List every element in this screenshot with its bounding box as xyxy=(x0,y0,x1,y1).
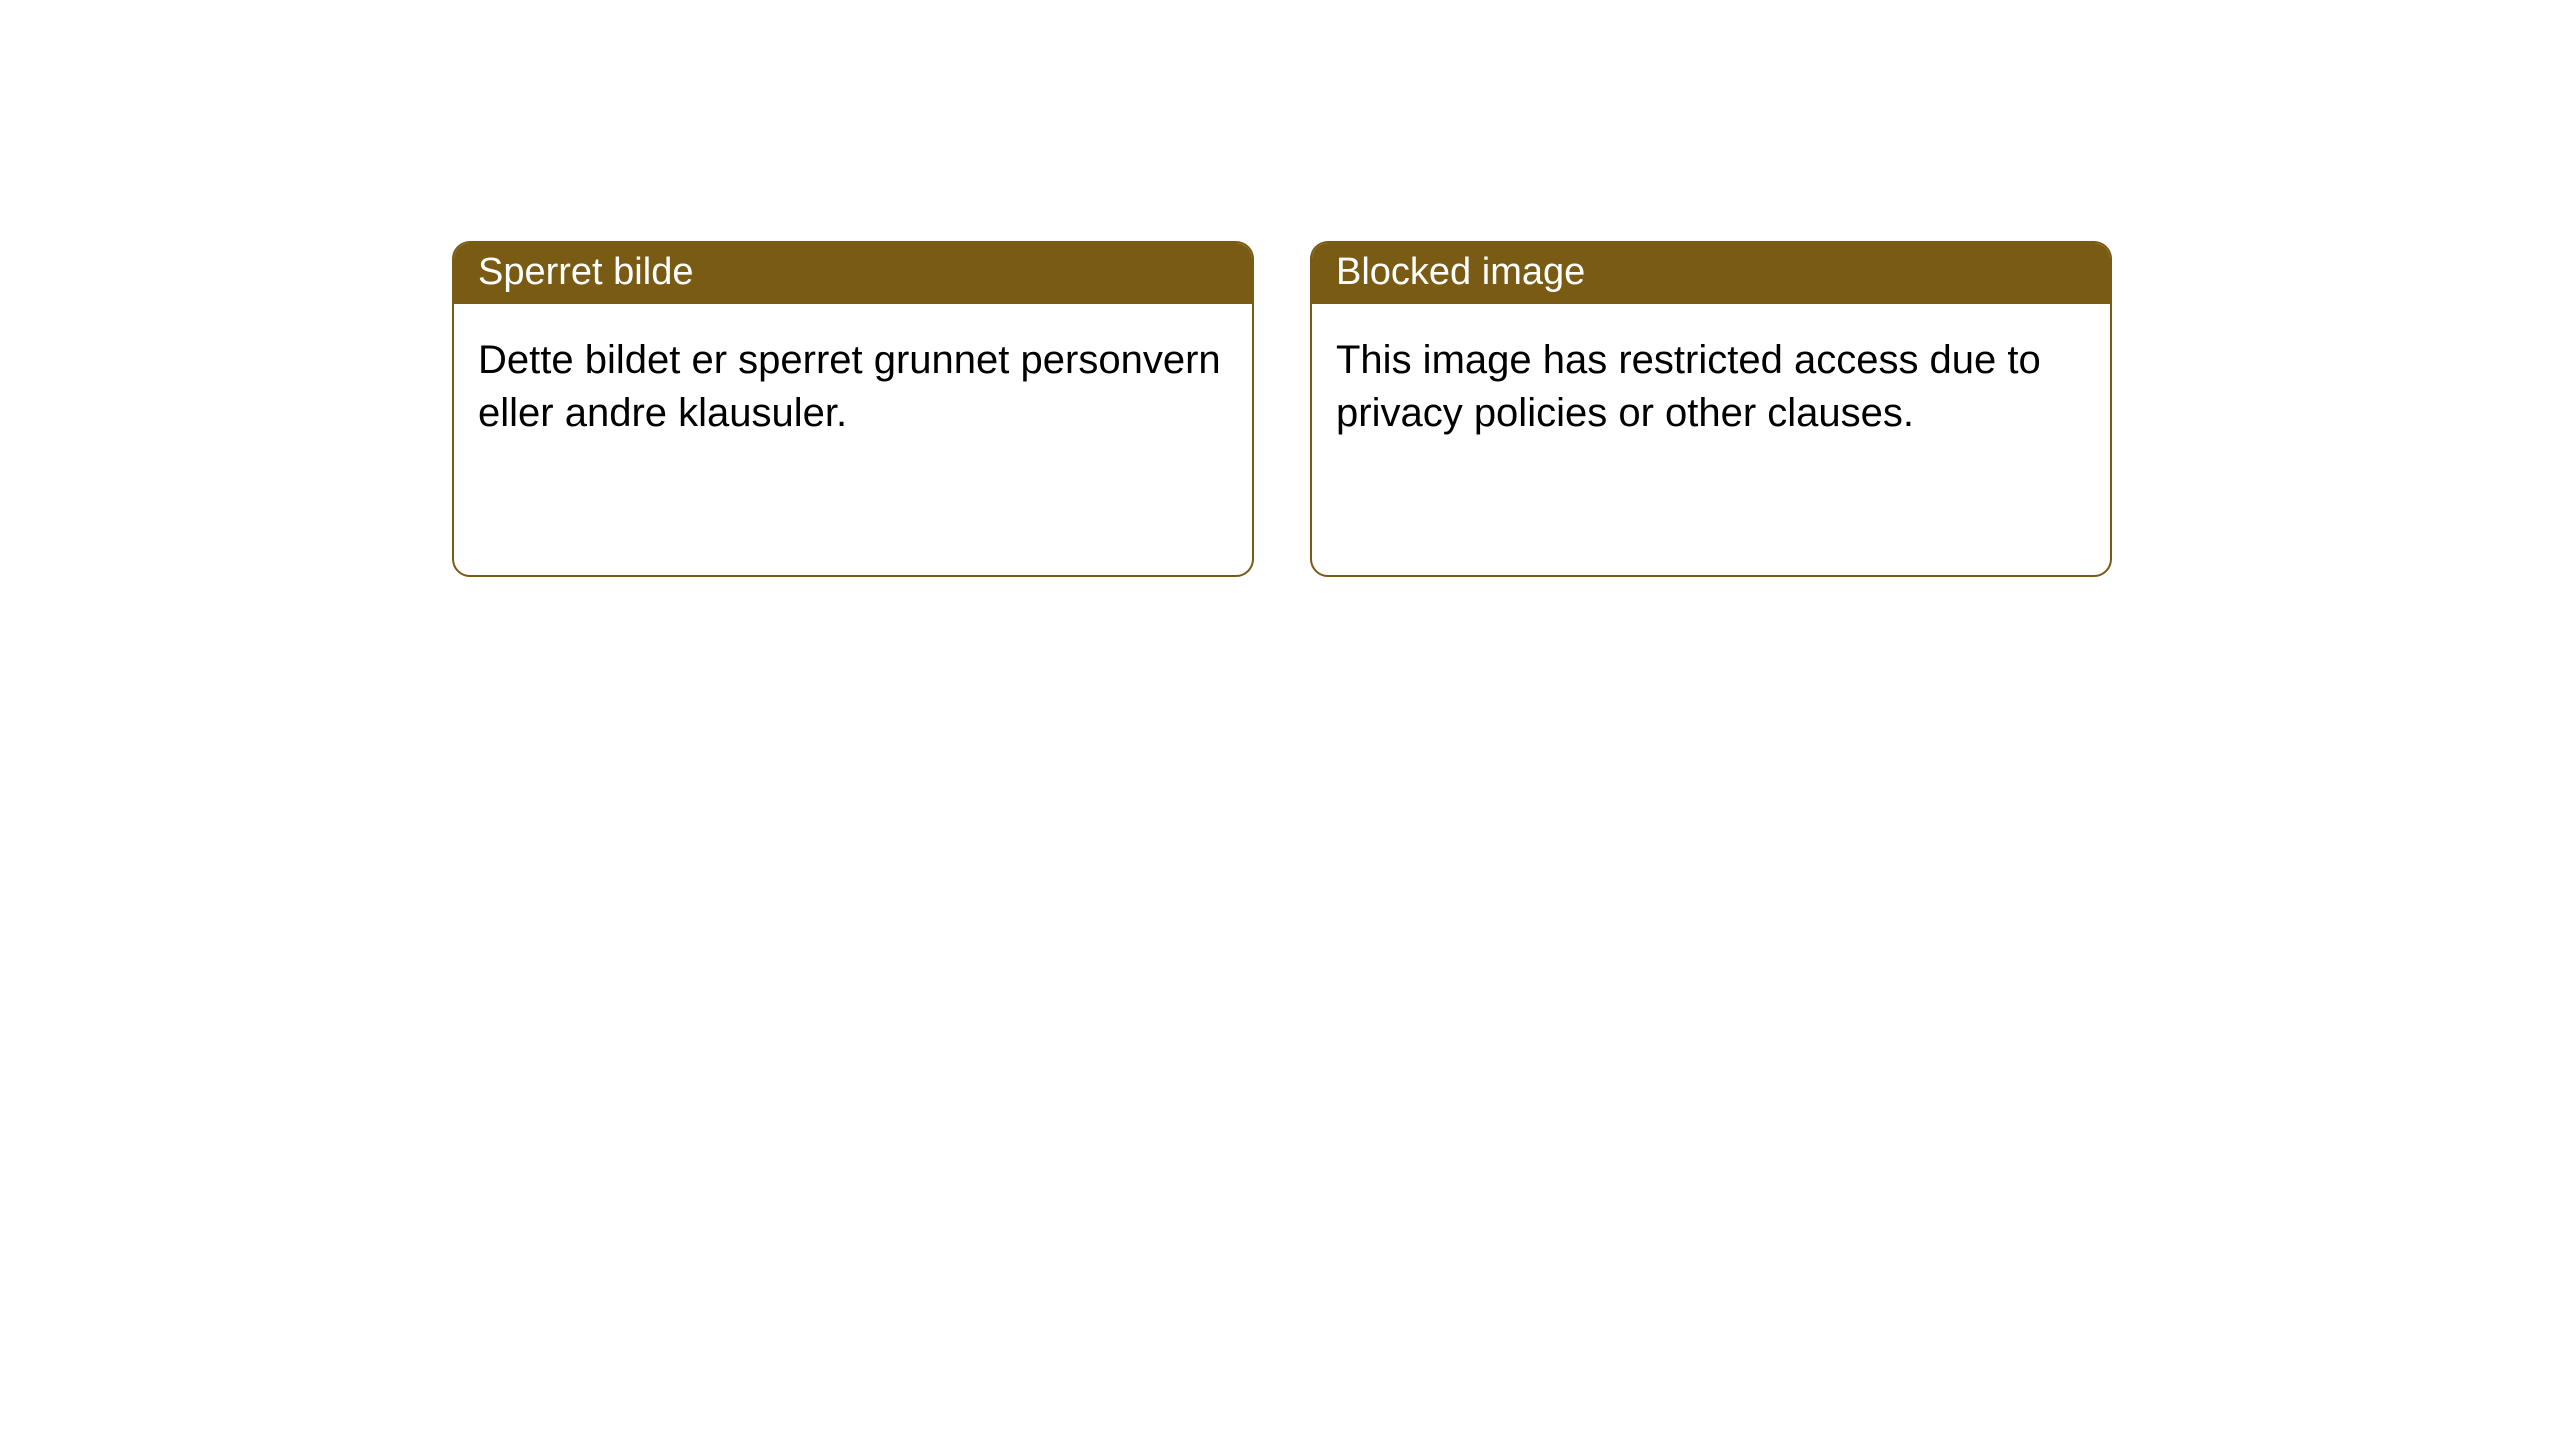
card-body-en: This image has restricted access due to … xyxy=(1312,304,2110,464)
blocked-image-card-en: Blocked image This image has restricted … xyxy=(1310,241,2112,577)
card-body-no: Dette bildet er sperret grunnet personve… xyxy=(454,304,1252,464)
blocked-image-card-no: Sperret bilde Dette bildet er sperret gr… xyxy=(452,241,1254,577)
card-header-en: Blocked image xyxy=(1312,243,2110,304)
card-header-no: Sperret bilde xyxy=(454,243,1252,304)
notice-container: Sperret bilde Dette bildet er sperret gr… xyxy=(0,0,2560,577)
